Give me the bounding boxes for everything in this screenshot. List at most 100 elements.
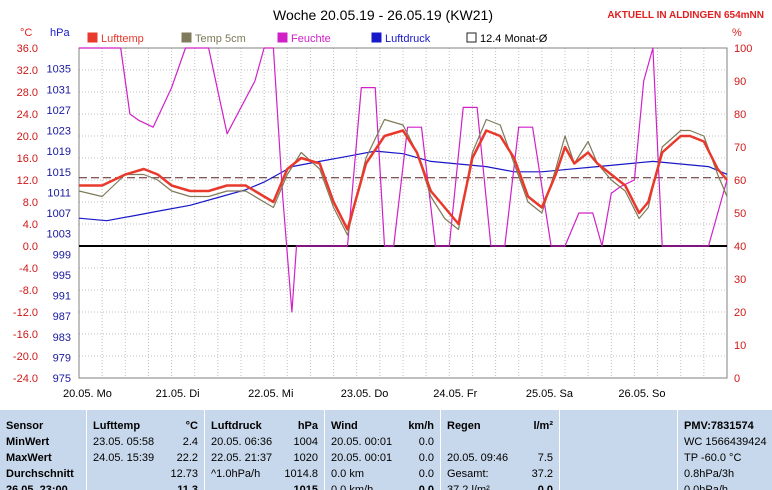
y-tick-hpa: 995 (53, 270, 71, 282)
regen-max-time: 20.05. 09:46 (447, 452, 509, 464)
regen-total-value: 37.2 (531, 468, 553, 480)
y-tick-celsius: -24.0 (13, 373, 38, 385)
series-luftdruck (78, 150, 728, 222)
y-tick-celsius: 28.0 (17, 87, 38, 99)
chart: 36.0 32.0 28.0 24.0 20.0 16.0 12.0 8.0 4.0 0.0 -4.… (13, 7, 764, 400)
luftdruck-max-time: 22.05. 21:37 (211, 452, 273, 464)
y-tick-celsius: -4.0 (19, 263, 38, 275)
y-tick-celsius: -16.0 (13, 329, 38, 341)
x-tick-label: 25.05. Sa (526, 388, 574, 400)
stats-luftdruck-panel: Luftdruck hPa 20.05. 06:36 1004 22.05. 21:… (205, 410, 325, 490)
y-tick-hpa: 1031 (47, 84, 71, 96)
y-tick-celsius: 32.0 (17, 65, 38, 77)
wind-current-speed: 0.0 km/h (331, 484, 374, 490)
y-tick-celsius: 20.0 (17, 131, 38, 143)
y-tick-hpa: 975 (53, 373, 71, 385)
luftdruck-min-time: 20.05. 06:36 (211, 436, 273, 448)
lufttemp-max-time: 24.05. 15:39 (93, 452, 155, 464)
legend-swatch (87, 32, 98, 43)
x-tick-label: 24.05. Fr (433, 388, 477, 400)
legend-label: Feuchte (291, 33, 331, 45)
legend-label: 12.4 Monat-Ø (480, 33, 548, 45)
stats-pmv-panel: PMV:7831574 WC 1566439424 TP -60.0 °C 0.… (678, 410, 772, 490)
y-tick-percent: 90 (734, 76, 746, 88)
grid (78, 47, 728, 379)
y-tick-hpa: 987 (53, 311, 71, 323)
wind-min-time: 20.05. 00:01 (331, 436, 393, 448)
legend-label: Luftdruck (385, 33, 431, 45)
chart-title: Woche 20.05.19 - 26.05.19 (KW21) (273, 7, 493, 23)
wind-distance: 0.0 km (331, 468, 365, 480)
y-tick-hpa: 1019 (47, 146, 71, 158)
luftdruck-avg-value: 1014.8 (284, 468, 318, 480)
regen-current-total: 37.2 l/m² (447, 484, 490, 490)
wind-header: Wind (331, 420, 358, 432)
lufttemp-min-time: 23.05. 05:58 (93, 436, 155, 448)
statistics-table: Sensor MinWert MaxWert Durchschnitt 26.0… (0, 410, 772, 490)
y-tick-hpa: 1023 (47, 126, 71, 138)
y-tick-hpa: 983 (53, 332, 71, 344)
stats-minwert-label: MinWert (6, 436, 50, 448)
y-tick-percent: 30 (734, 274, 746, 286)
y-tick-hpa: 979 (53, 352, 71, 364)
y-tick-celsius: 8.0 (23, 197, 38, 209)
legend-swatch (371, 32, 382, 43)
y-tick-hpa: 1015 (47, 167, 71, 179)
stats-sensor-panel: Sensor MinWert MaxWert Durchschnitt 26.0… (0, 410, 87, 490)
regen-unit: l/m² (533, 420, 553, 432)
x-axis: 20.05. Mo 21.05. Di 22.05. Mi 23.05. Do 24.0… (63, 388, 666, 400)
luftdruck-current-value: 1015 (293, 484, 318, 490)
y-tick-hpa: 1003 (47, 229, 71, 241)
regen-total-label: Gesamt: (447, 468, 489, 480)
lufttemp-current-value: 11.3 (177, 484, 198, 490)
stats-lufttemp-panel: Lufttemp °C 23.05. 05:58 2.4 24.05. 15:39 2… (87, 410, 205, 490)
legend-swatch (466, 32, 477, 43)
stats-blank-panel (560, 410, 678, 490)
y-tick-celsius: 0.0 (23, 241, 38, 253)
legend-swatch (277, 32, 288, 43)
regen-max-value: 7.5 (537, 452, 553, 464)
pmv-value: PMV:7831574 (684, 420, 754, 432)
dewpoint-value: TP -60.0 °C (684, 452, 742, 464)
y-tick-percent: 70 (734, 142, 746, 154)
unit-celsius: °C (20, 27, 32, 39)
regen-current-value: 0.0 (537, 484, 553, 490)
y-tick-celsius: 36.0 (17, 43, 38, 55)
y-tick-hpa: 991 (53, 291, 71, 303)
station-label: AKTUELL IN ALDINGEN 654mNN (607, 10, 764, 21)
pressure-trend-1h: 0.0hPa/h (684, 484, 729, 490)
wind-avg-value: 0.0 (418, 468, 434, 480)
y-axis-hpa: 1035 1031 1027 1023 1019 1015 1011 1007 1003 999 9… (47, 64, 71, 385)
series-feuchte (79, 47, 728, 313)
y-tick-percent: 10 (734, 340, 746, 352)
y-tick-hpa: 1007 (47, 208, 71, 220)
x-tick-label: 22.05. Mi (248, 388, 293, 400)
wind-unit: km/h (408, 420, 434, 432)
y-tick-celsius: -20.0 (13, 351, 38, 363)
y-tick-hpa: 1035 (47, 64, 71, 76)
y-tick-celsius: 12.0 (17, 175, 38, 187)
series-temp-5cm (78, 118, 728, 236)
stats-wind-panel: Wind km/h 20.05. 00:01 0.0 20.05. 00:01 0.0… (325, 410, 441, 490)
windchill-value: WC 1566439424 (684, 436, 767, 448)
y-tick-percent: 60 (734, 175, 746, 187)
wind-current-value: 0.0 (418, 484, 434, 490)
y-tick-hpa: 999 (53, 249, 71, 261)
y-tick-percent: 50 (734, 208, 746, 220)
y-tick-percent: 100 (734, 43, 752, 55)
y-tick-percent: 20 (734, 307, 746, 319)
unit-percent: % (732, 27, 742, 39)
series-lufttemp (79, 129, 728, 231)
x-tick-label: 20.05. Mo (63, 388, 112, 400)
wind-max-time: 20.05. 00:01 (331, 452, 393, 464)
plot-frame (78, 47, 728, 379)
stats-durchschnitt-label: Durchschnitt (6, 468, 74, 480)
y-tick-celsius: -8.0 (19, 285, 38, 297)
legend-swatch (181, 32, 192, 43)
y-tick-hpa: 1027 (47, 105, 71, 117)
y-tick-hpa: 1011 (47, 187, 71, 199)
wind-max-value: 0.0 (418, 452, 434, 464)
y-tick-celsius: 4.0 (23, 219, 38, 231)
stats-sensor-header: Sensor (6, 420, 44, 432)
